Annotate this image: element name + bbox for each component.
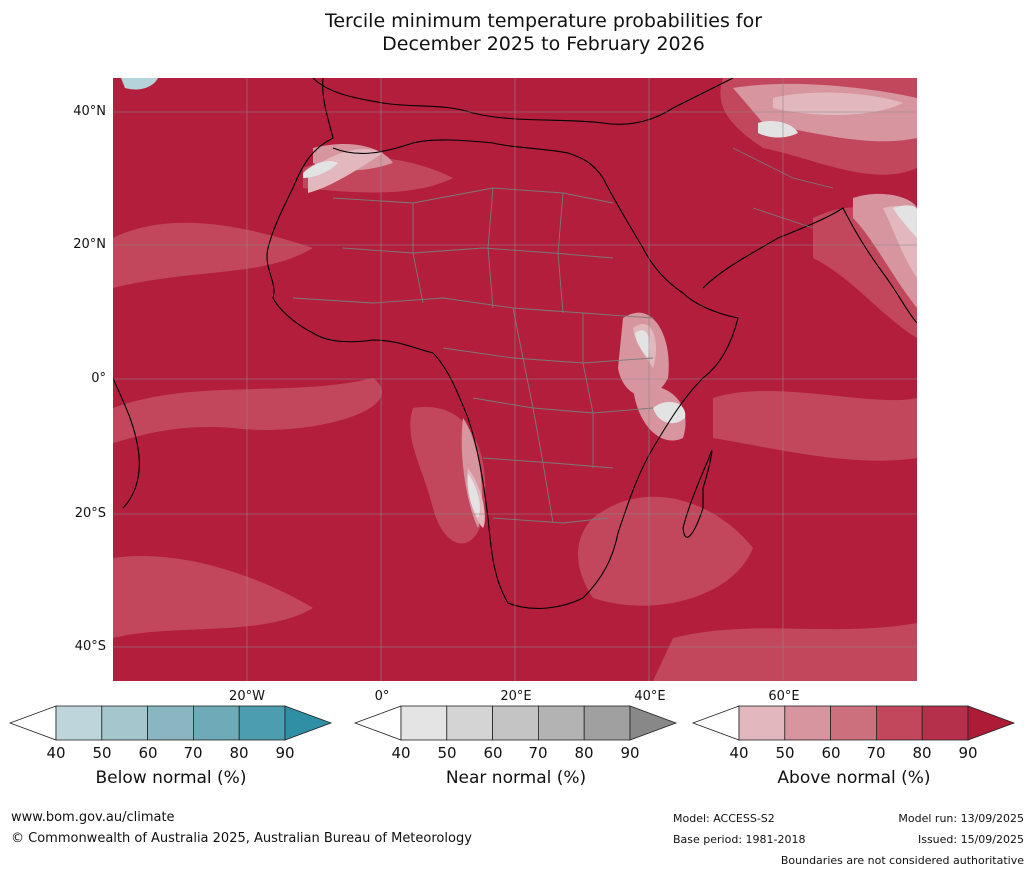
colorbar-segment <box>738 705 786 741</box>
colorbar-over-triangle <box>284 705 333 741</box>
map-canvas <box>113 78 917 681</box>
lon-label-20e: 20°E <box>500 689 532 704</box>
legend-near-normal: 40 50 60 70 80 90 Near normal (%) <box>353 705 678 788</box>
colorbar-segment <box>875 705 923 741</box>
colorbar-segment <box>238 705 286 741</box>
graticule <box>113 78 917 681</box>
colorbar-segment <box>147 705 194 741</box>
tick-label: 40 <box>729 744 749 762</box>
colorbar-segment <box>192 705 240 741</box>
issued-text: Issued: 15/09/2025 <box>917 833 1024 846</box>
tick-label: 50 <box>437 744 457 762</box>
colorbar-segment <box>446 705 494 741</box>
tick-label: 70 <box>528 744 548 762</box>
colorbar-segment <box>830 705 877 741</box>
lat-label-equator: 0° <box>91 371 106 386</box>
legend-below-normal: 40 50 60 70 80 90 Below normal (%) <box>8 705 333 788</box>
legend-caption: Near normal (%) <box>445 768 587 788</box>
title-line-1: Tercile minimum temperature probabilitie… <box>324 10 763 32</box>
colorbar-under-triangle <box>353 705 402 741</box>
below-normal-zones <box>121 78 158 90</box>
lat-label-20s: 20°S <box>74 506 106 521</box>
tick-label: 50 <box>92 744 112 762</box>
tick-label: 90 <box>275 744 295 762</box>
colorbar-over-triangle <box>967 705 1016 741</box>
tick-label: 70 <box>183 744 203 762</box>
tick-label: 40 <box>46 744 66 762</box>
website-link[interactable]: www.bom.gov.au/climate <box>11 810 175 825</box>
legend-above-normal: 40 50 60 70 80 90 Above normal (%) <box>691 705 1016 788</box>
tick-label: 60 <box>138 744 158 762</box>
coastlines <box>113 78 917 609</box>
tick-label: 70 <box>866 744 886 762</box>
tick-label: 60 <box>821 744 841 762</box>
colorbar-segment <box>784 705 832 741</box>
colorbar-segment <box>537 705 585 741</box>
colorbar-under-triangle <box>691 705 740 741</box>
tick-label: 50 <box>775 744 795 762</box>
lon-label-40e: 40°E <box>634 689 666 704</box>
tick-label: 80 <box>574 744 594 762</box>
tick-label: 80 <box>229 744 249 762</box>
title-line-2: December 2025 to February 2026 <box>382 33 705 55</box>
near-normal-zones <box>303 121 917 518</box>
lat-label-40s: 40°S <box>74 639 106 654</box>
model-run-text: Model run: 13/09/2025 <box>898 812 1024 825</box>
tick-label: 80 <box>912 744 932 762</box>
colorbar-segment <box>583 705 631 741</box>
colorbar-below-normal <box>8 705 333 741</box>
tick-label: 90 <box>958 744 978 762</box>
colorbar-segment <box>921 705 969 741</box>
tick-label: 60 <box>483 744 503 762</box>
legend-caption: Above normal (%) <box>777 768 931 788</box>
colorbar-over-triangle <box>629 705 678 741</box>
copyright-text: © Commonwealth of Australia 2025, Austra… <box>11 831 472 846</box>
lon-label-60e: 60°E <box>768 689 800 704</box>
chart-title: Tercile minimum temperature probabilitie… <box>0 10 1035 56</box>
tick-label: 90 <box>620 744 640 762</box>
lat-label-40n: 40°N <box>73 104 106 119</box>
legend-caption: Below normal (%) <box>95 768 247 788</box>
colorbar-segment <box>492 705 539 741</box>
colorbar-under-triangle <box>8 705 57 741</box>
lon-label-0: 0° <box>374 689 390 704</box>
lon-label-20w: 20°W <box>229 689 265 704</box>
disclaimer-text: Boundaries are not considered authoritat… <box>780 854 1024 867</box>
colorbar-segment <box>101 705 149 741</box>
colorbar-above-normal <box>691 705 1016 741</box>
base-period-text: Base period: 1981-2018 <box>673 833 806 846</box>
forecast-map[interactable] <box>113 78 917 681</box>
colorbar-segment <box>400 705 448 741</box>
tick-label: 40 <box>391 744 411 762</box>
colorbar-near-normal <box>353 705 678 741</box>
colorbar-segment <box>55 705 103 741</box>
lat-label-20n: 20°N <box>73 237 106 252</box>
political-borders <box>292 147 834 524</box>
model-text: Model: ACCESS-S2 <box>673 812 775 825</box>
